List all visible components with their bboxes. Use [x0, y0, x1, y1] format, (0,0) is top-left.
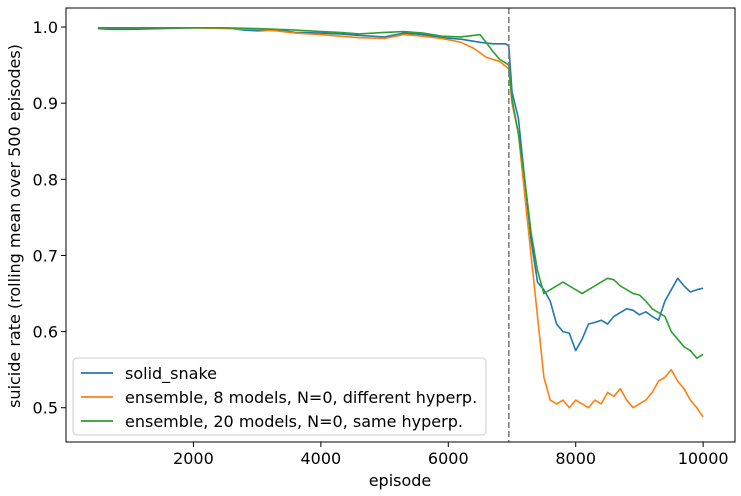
- x-tick-label: 8000: [555, 449, 596, 468]
- x-tick-label: 4000: [300, 449, 341, 468]
- legend-label-2: ensemble, 8 models, N=0, different hyper…: [125, 388, 477, 407]
- legend: solid_snake ensemble, 8 models, N=0, diff…: [72, 357, 487, 436]
- y-tick-label: 0.9: [33, 94, 58, 113]
- axes: 2000 4000 6000 8000 10000 0.5 0.6 0.7 0.8 0.9 1.0: [33, 7, 736, 468]
- x-tick-label: 6000: [428, 449, 469, 468]
- y-tick-label: 0.5: [33, 399, 58, 418]
- x-tick-label: 10000: [678, 449, 729, 468]
- x-tick-label: 2000: [173, 449, 214, 468]
- y-tick-label: 0.8: [33, 170, 58, 189]
- legend-label-3: ensemble, 20 models, N=0, same hyperp.: [125, 412, 463, 431]
- legend-box: [72, 357, 487, 436]
- y-tick-label: 1.0: [33, 18, 58, 37]
- series-line-3: [97, 27, 704, 359]
- series-line-2: [97, 27, 704, 418]
- axes-frame: [65, 7, 736, 443]
- x-axis-label: episode: [369, 471, 432, 490]
- legend-label-1: solid_snake: [125, 364, 217, 384]
- plot-area: [97, 8, 704, 442]
- y-axis-label: suicide rate (rolling mean over 500 epis…: [5, 44, 24, 408]
- y-tick-label: 0.7: [33, 246, 58, 265]
- y-tick-label: 0.6: [33, 323, 58, 342]
